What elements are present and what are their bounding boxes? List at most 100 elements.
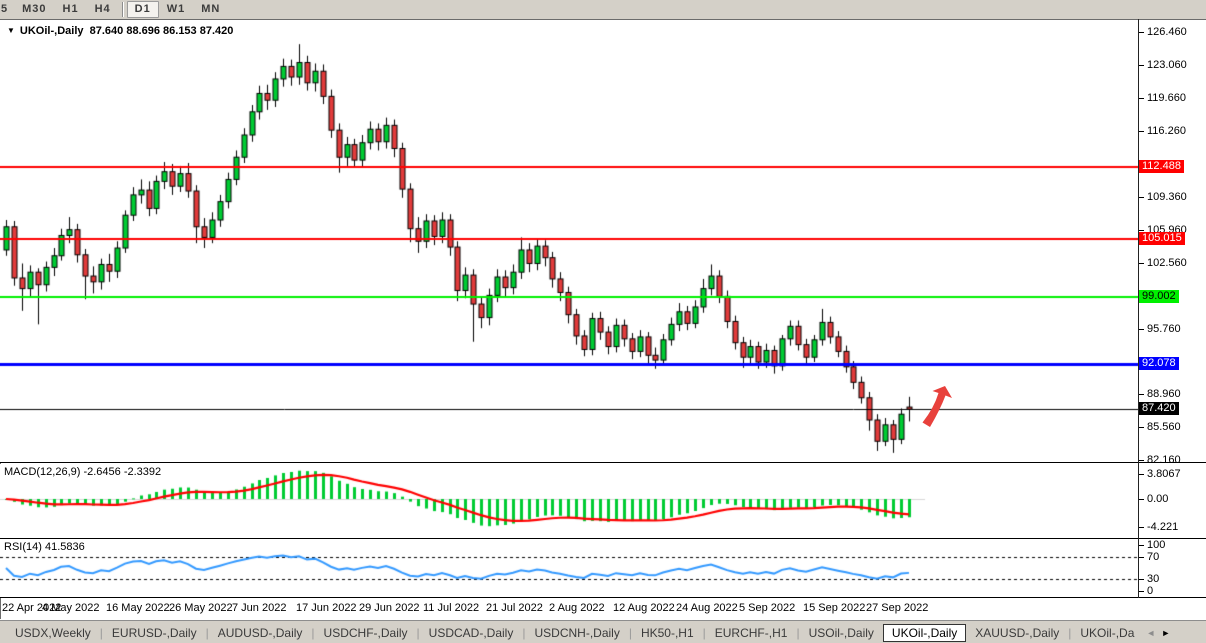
macd-panel-canvas[interactable]	[0, 464, 1138, 538]
tabs-scroll-left-icon[interactable]: ◄	[1146, 627, 1156, 638]
price-level-tag[interactable]: 87.420	[1139, 402, 1179, 415]
axis-tick-mark	[1139, 460, 1144, 461]
main-chart-canvas[interactable]	[0, 20, 1138, 462]
macd-rsi-divider[interactable]	[0, 538, 1206, 539]
toolbar-separator	[121, 2, 124, 17]
axis-tick-mark	[1139, 230, 1144, 231]
rsi-dates-divider	[0, 597, 1206, 598]
timeframe-button-w1[interactable]: W1	[166, 3, 186, 15]
date-label: 16 May 2022	[106, 602, 170, 614]
date-label: 29 Jun 2022	[359, 602, 420, 614]
axis-tick-mark	[1139, 557, 1144, 558]
price-tick-label: 95.760	[1147, 323, 1181, 335]
timeframe-button-h1[interactable]: H1	[62, 3, 79, 15]
price-tick-label: 102.560	[1147, 257, 1187, 269]
tab-separator: |	[628, 625, 632, 640]
date-label: 22 Apr 2022	[2, 602, 62, 614]
date-label: 26 May 2022	[169, 602, 233, 614]
axis-tick-mark	[1139, 591, 1144, 592]
tab-separator: |	[796, 625, 800, 640]
tabs-scroll-right-icon[interactable]: ►	[1161, 627, 1171, 638]
symbol-tab-xauusd-daily[interactable]: XAUUSD-,Daily	[975, 625, 1060, 640]
price-tick-label: 119.660	[1147, 92, 1186, 104]
tab-separator: |	[416, 625, 420, 640]
chart-frame-top	[0, 19, 1206, 20]
tab-separator: |	[702, 625, 706, 640]
tab-separator: |	[1068, 625, 1072, 640]
axis-tick-mark	[1139, 545, 1144, 546]
up-arrow-annotation[interactable]	[921, 385, 953, 435]
symbol-tab-eurusd-daily[interactable]: EURUSD-,Daily	[111, 625, 197, 640]
rsi-label: RSI(14) 41.5836	[4, 541, 85, 553]
chart-title: ▼ UKOil-,Daily 87.640 88.696 86.153 87.42…	[7, 25, 233, 37]
timeframe-toolbar: 5 M30 H1 H4 D1 W1 MN	[0, 0, 1206, 20]
tab-separator: |	[522, 625, 526, 640]
tab-separator: |	[205, 625, 209, 640]
chart-collapse-icon[interactable]: ▼	[7, 26, 15, 35]
symbol-tab-eurchf-h1[interactable]: EURCHF-,H1	[714, 625, 788, 640]
symbol-tab-usdx-weekly[interactable]: USDX,Weekly	[15, 625, 91, 640]
price-tick-label: 109.360	[1147, 191, 1187, 203]
axis-tick-mark	[1139, 263, 1144, 264]
rsi-tick-label: 30	[1147, 573, 1160, 585]
date-label: 11 Jul 2022	[423, 602, 480, 614]
timeframe-button-d1[interactable]: D1	[126, 1, 159, 18]
main-macd-divider[interactable]	[0, 462, 1206, 463]
axis-tick-mark	[1139, 427, 1144, 428]
price-tick-label: 88.960	[1147, 388, 1181, 400]
price-tick-label: 126.460	[1147, 26, 1187, 38]
axis-tick-mark	[1139, 98, 1144, 99]
axis-divider[interactable]	[1138, 19, 1139, 598]
price-tick-label: 85.560	[1147, 421, 1181, 433]
axis-tick-mark	[1139, 329, 1144, 330]
date-label: 24 Aug 2022	[676, 602, 738, 614]
price-level-tag[interactable]: 112.488	[1139, 160, 1184, 173]
rsi-panel-canvas[interactable]	[0, 539, 1138, 597]
date-label: 4 May 2022	[42, 602, 100, 614]
timeframe-button-mn[interactable]: MN	[201, 3, 221, 15]
axis-tick-mark	[1139, 65, 1144, 66]
chart-ohlc-readout: 87.640 88.696 86.153 87.420	[89, 25, 234, 37]
axis-tick-mark	[1139, 474, 1144, 475]
date-label: 17 Jun 2022	[296, 602, 357, 614]
axis-tick-mark	[1139, 32, 1144, 33]
macd-label: MACD(12,26,9) -2.6456 -2.3392	[4, 466, 162, 478]
symbol-tab-ukoil-da[interactable]: UKOil-,Da	[1080, 625, 1135, 640]
axis-tick-mark	[1139, 394, 1144, 395]
symbol-tab-hk50-h1[interactable]: HK50-,H1	[640, 625, 694, 640]
axis-tick-mark	[1139, 197, 1144, 198]
date-label: 7 Jun 2022	[232, 602, 287, 614]
macd-tick-label: 0.00	[1147, 493, 1169, 505]
date-label: 12 Aug 2022	[613, 602, 675, 614]
symbol-tab-usdchf-daily[interactable]: USDCHF-,Daily	[323, 625, 408, 640]
axis-tick-mark	[1139, 131, 1144, 132]
date-label: 27 Sep 2022	[866, 602, 929, 614]
date-label: 2 Aug 2022	[549, 602, 605, 614]
symbol-tab-usdcad-daily[interactable]: USDCAD-,Daily	[428, 625, 514, 640]
timeframe-button-5[interactable]: 5	[1, 3, 9, 15]
symbol-tab-usdcnh-daily[interactable]: USDCNH-,Daily	[534, 625, 620, 640]
tab-separator: |	[311, 625, 315, 640]
price-tick-label: 82.160	[1147, 454, 1181, 466]
axis-tick-mark	[1139, 579, 1144, 580]
rsi-tick-label: 0	[1147, 585, 1154, 597]
tab-separator: |	[99, 625, 103, 640]
chart-symbol-label: UKOil-,Daily	[19, 25, 84, 37]
date-label: 5 Sep 2022	[739, 602, 796, 614]
macd-tick-label: -4.221	[1147, 521, 1179, 533]
rsi-tick-label: 100	[1147, 539, 1166, 551]
timeframe-button-m30[interactable]: M30	[22, 3, 47, 15]
price-level-tag[interactable]: 99.002	[1139, 290, 1179, 303]
symbol-tab-usoil-daily[interactable]: USOil-,Daily	[808, 625, 874, 640]
price-level-tag[interactable]: 105.015	[1139, 232, 1185, 245]
symbol-tab-ukoil-daily[interactable]: UKOil-,Daily	[882, 623, 967, 642]
price-tick-label: 123.060	[1147, 59, 1187, 71]
rsi-tick-label: 70	[1147, 551, 1160, 563]
axis-tick-mark	[1139, 527, 1144, 528]
price-tick-label: 116.260	[1147, 125, 1186, 137]
price-level-tag[interactable]: 92.078	[1139, 357, 1179, 370]
date-label: 21 Jul 2022	[486, 602, 543, 614]
symbol-tab-audusd-daily[interactable]: AUDUSD-,Daily	[217, 625, 303, 640]
timeframe-button-h4[interactable]: H4	[94, 3, 111, 15]
